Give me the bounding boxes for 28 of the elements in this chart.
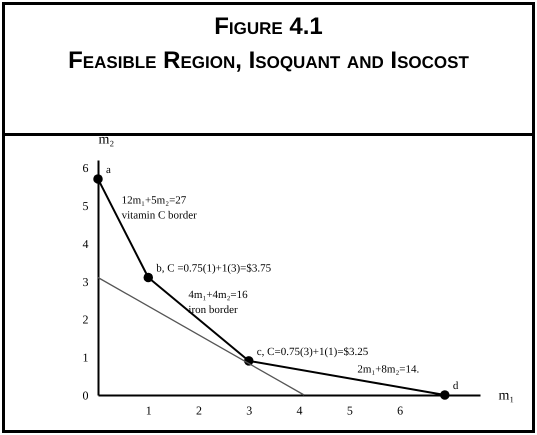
y-tick-label: 0 (82, 388, 88, 402)
annotation: 2m₁+8m₂=14. (357, 363, 420, 376)
y-tick-label: 2 (82, 312, 88, 327)
x-axis-title: m₁ (498, 388, 514, 404)
x-tick-label: 6 (397, 404, 404, 418)
y-axis-title: m₂ (98, 132, 114, 148)
x-tick-label: 1 (146, 404, 152, 418)
y-tick-label: 3 (82, 274, 88, 289)
annotation: 4m₁+4m₂=16 (188, 289, 248, 302)
x-tick-label: 5 (346, 404, 353, 418)
annotation: 12m₁+5m₂=27 (122, 194, 187, 206)
x-tick-label: 3 (246, 404, 252, 418)
point (93, 174, 103, 184)
annotation: d (452, 380, 459, 392)
y-tick-label: 1 (82, 350, 88, 365)
annotation: a (106, 164, 111, 176)
chart-subtitle: Feasible Region, Isoquant and Isocost (67, 46, 470, 75)
x-tick-label: 2 (196, 404, 202, 418)
annotation: b, C =0.75(1)+1(3)=$3.75 (156, 262, 272, 274)
chart-title: Figure 4.1 (213, 12, 324, 41)
annotation: vitamin C border (122, 209, 198, 222)
y-tick-label: 6 (82, 161, 88, 176)
annotation: c, C=0.75(3)+1(1)=$3.25 (256, 346, 369, 358)
point (144, 272, 154, 282)
y-tick-label: 4 (82, 236, 88, 251)
y-tick-label: 5 (82, 198, 88, 213)
x-tick-label: 4 (296, 404, 303, 418)
point (440, 390, 450, 400)
